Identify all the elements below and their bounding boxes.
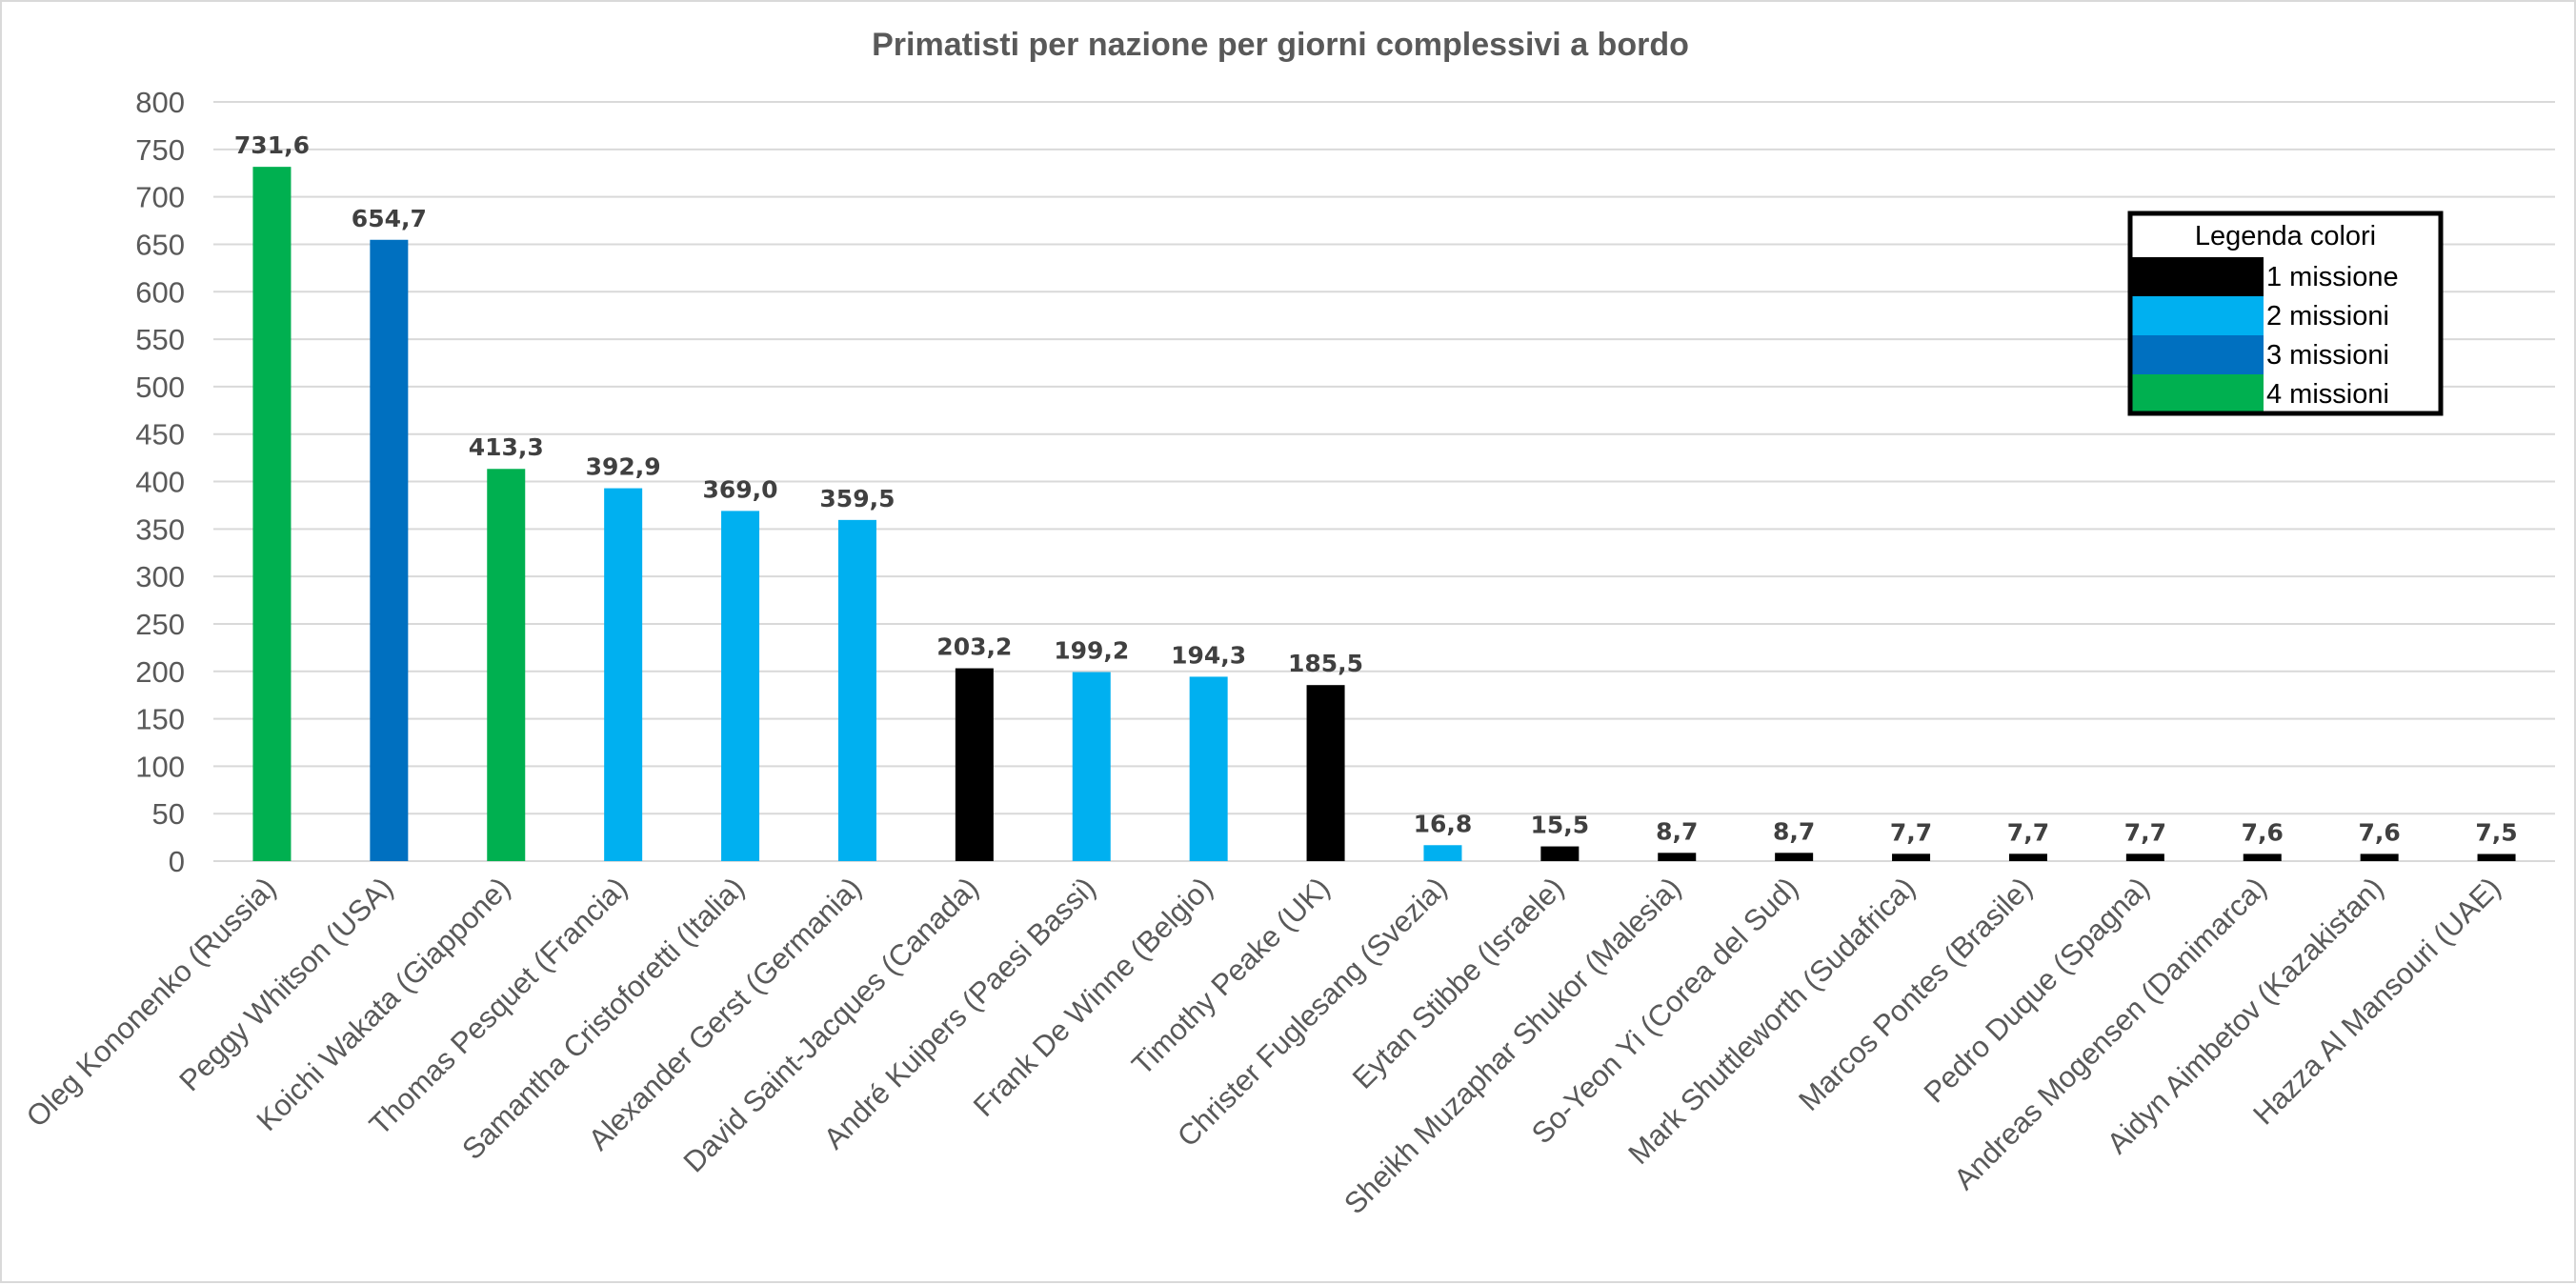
data-label: 654,7 [352,205,427,232]
y-tick-label: 350 [135,512,185,546]
x-tick-label: Marcos Pontes (Brasile) [1792,871,2039,1117]
legend-entry-label: 3 missioni [2266,340,2389,371]
bar [2360,853,2399,861]
data-label: 203,2 [936,633,1012,661]
legend-entry-label: 2 missioni [2266,301,2389,331]
data-label: 359,5 [819,485,895,512]
x-tick-label: Oleg Kononenko (Russia) [20,871,283,1134]
legend-title: Legenda colori [2195,221,2376,251]
y-tick-label: 700 [135,181,185,214]
data-label: 369,0 [703,475,778,503]
y-tick-label: 800 [135,86,185,119]
legend-entry-label: 4 missioni [2266,379,2389,410]
y-tick-label: 600 [135,275,185,309]
y-tick-label: 300 [135,560,185,593]
x-tick-label: Peggy Whitson (USA) [172,871,399,1097]
y-axis-ticks: 0 50 100 150 200 250 300 350 400 450 500 550 600 650 7… [135,86,185,878]
legend: Legenda colori 1 missione 2 missioni 3 miss… [2127,211,2444,416]
bars [252,167,2516,861]
data-label: 194,3 [1171,641,1246,669]
data-label: 185,5 [1288,650,1363,677]
bar [1423,845,1462,861]
y-tick-label: 150 [135,703,185,736]
y-tick-label: 0 [169,845,185,878]
bar [604,488,643,861]
legend-swatch [2130,257,2264,296]
bar [1540,846,1580,861]
bar [1892,853,1931,861]
y-tick-label: 400 [135,466,185,499]
y-tick-label: 200 [135,655,185,689]
bar [1658,853,1697,861]
bar [721,511,760,861]
chart-title: Primatisti per nazione per giorni comple… [872,27,1689,63]
bar [2008,853,2047,861]
data-label: 7,5 [2475,819,2517,847]
data-label: 8,7 [1656,817,1698,845]
x-tick-label: Timothy Peake (UK) [1125,871,1336,1081]
bar [370,239,409,861]
data-label: 8,7 [1773,817,1815,845]
bar [955,668,994,861]
y-tick-label: 750 [135,133,185,167]
x-tick-label: Pedro Duque (Spagna) [1918,871,2156,1109]
bar [837,519,876,861]
x-tick-label: Hazza Al Mansouri (UAE) [2246,871,2506,1131]
y-tick-label: 450 [135,418,185,452]
legend-entry-label: 1 missione [2266,262,2399,292]
x-axis-ticks: Oleg Kononenko (Russia)Peggy Whitson (US… [20,871,2507,1220]
data-label: 16,8 [1414,810,1473,837]
data-label: 7,6 [2242,818,2284,846]
data-labels: 731,6 654,7 413,3 392,9 369,0 359,5 203,2 199,2… [234,131,2518,846]
data-label: 7,7 [2007,818,2049,846]
data-label: 7,6 [2359,818,2401,846]
legend-swatch [2130,374,2264,413]
y-tick-label: 100 [135,750,185,783]
data-label: 7,7 [1890,818,1932,846]
bar [2125,853,2164,861]
bar [252,167,292,861]
x-tick-label: Eytan Stibbe (Israele) [1346,871,1571,1095]
legend-swatch [2130,335,2264,374]
y-tick-label: 650 [135,228,185,261]
data-label: 7,7 [2124,818,2166,846]
data-label: 199,2 [1054,637,1129,665]
x-tick-label: Frank De Winne (Belgio) [967,871,1219,1123]
data-label: 392,9 [586,453,661,481]
data-label: 15,5 [1531,812,1590,839]
y-tick-label: 550 [135,323,185,356]
y-tick-label: 500 [135,371,185,404]
bar [1306,685,1345,861]
data-label: 413,3 [469,433,544,461]
bar [2243,853,2282,861]
bar [487,469,526,861]
legend-border [2127,211,2444,416]
y-tick-label: 50 [152,797,185,831]
bar [1775,853,1814,861]
bar [1072,672,1111,861]
bar [1189,676,1228,861]
data-label: 731,6 [234,131,310,159]
bar [2477,853,2516,861]
y-tick-label: 250 [135,608,185,641]
legend-swatch [2130,296,2264,335]
